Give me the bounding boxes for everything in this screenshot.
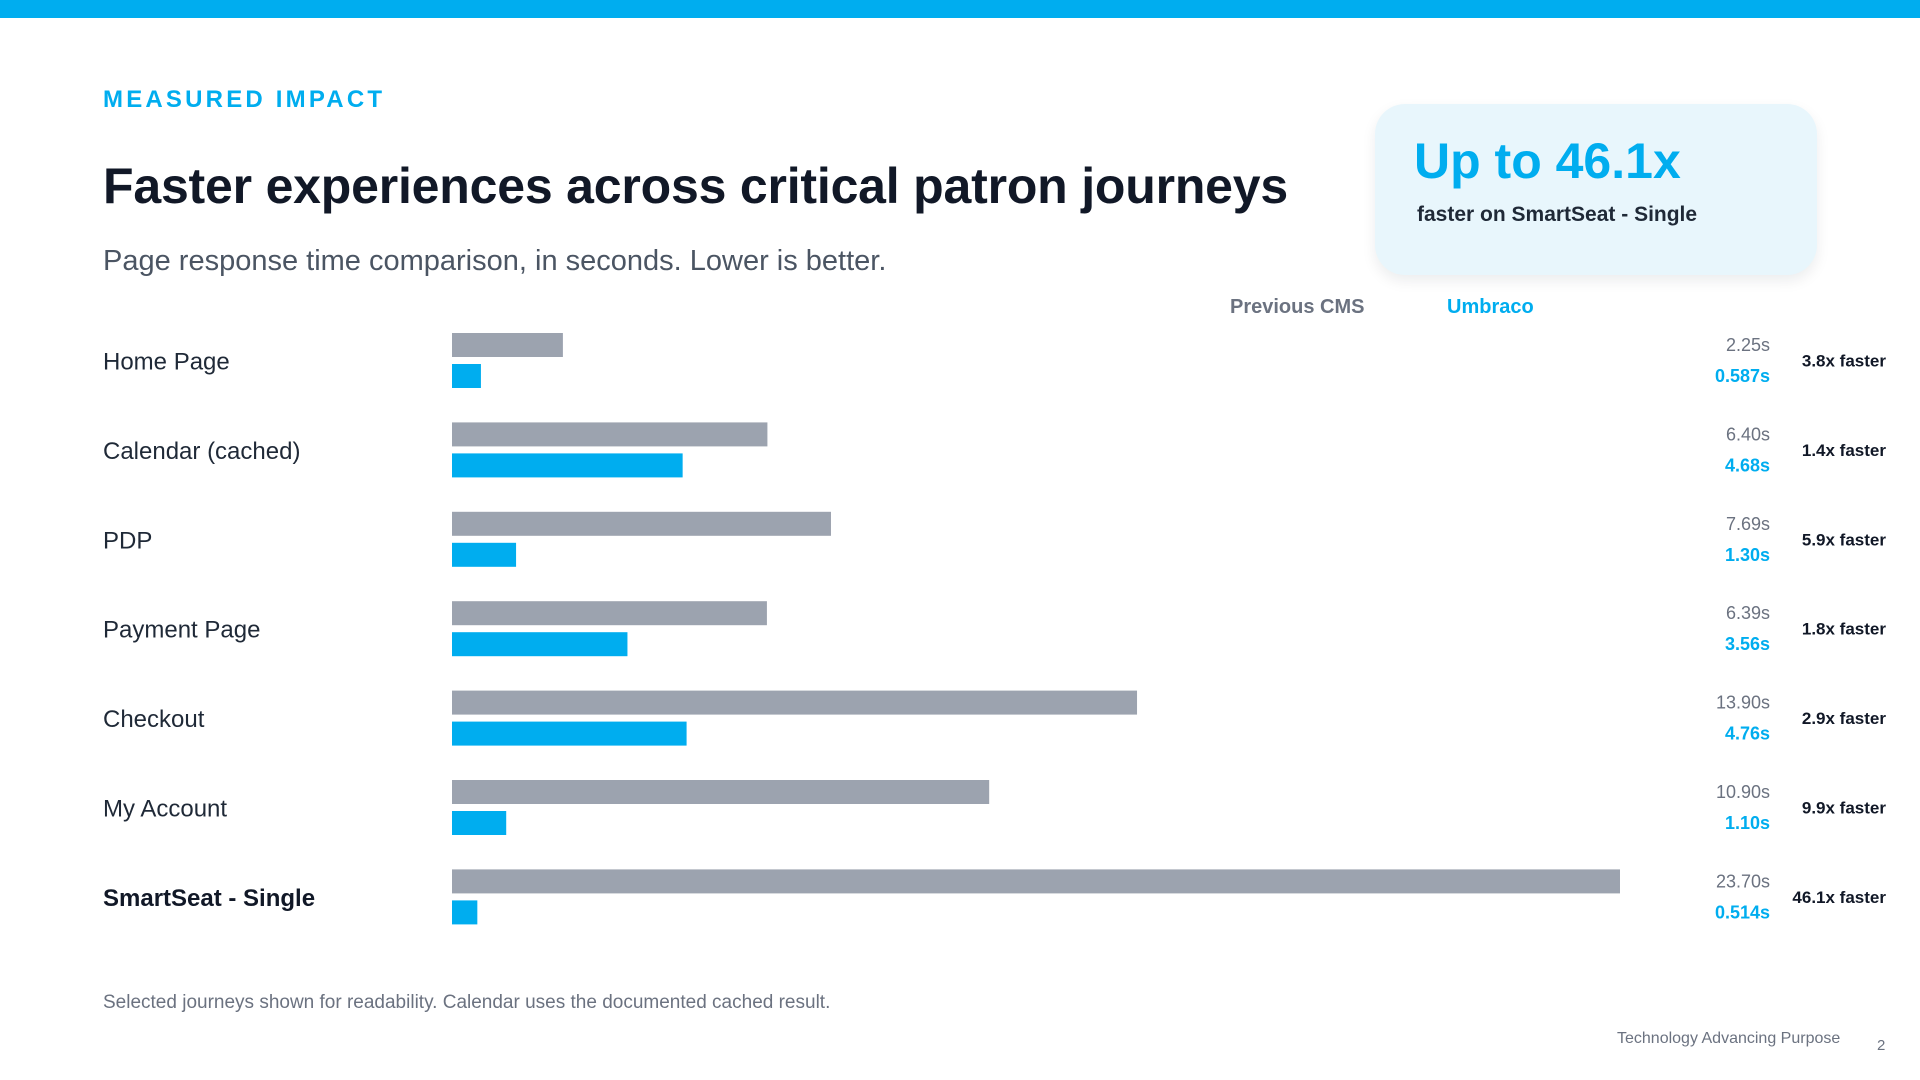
speedup-label-checkout: 2.9x faster: [1802, 709, 1886, 728]
umbraco-bar-smartseat-single: [452, 900, 478, 925]
umbraco-bar-payment-page: [452, 632, 628, 657]
speedup-label-home-page: 3.8x faster: [1802, 352, 1886, 371]
previous-cms-bar-checkout: [452, 690, 1138, 715]
chart-row-home-page: Home Page 2.25s 0.587s 3.8x faster: [103, 333, 1886, 388]
umbraco-value-checkout: 4.76s: [1725, 724, 1770, 744]
umbraco-value-my-account: 1.10s: [1725, 813, 1770, 833]
umbraco-bar-checkout: [452, 721, 687, 746]
previous-cms-bar-payment-page: [452, 601, 767, 626]
umbraco-bar-my-account: [452, 811, 507, 835]
callout-text: faster on SmartSeat - Single: [1417, 203, 1698, 226]
speedup-label-payment-page: 1.8x faster: [1802, 620, 1886, 639]
umbraco-value-smartseat-single: 0.514s: [1715, 902, 1770, 922]
speedup-label-my-account: 9.9x faster: [1802, 799, 1886, 818]
chart-subtitle: Page response time comparison, in second…: [103, 245, 887, 277]
speedup-label-calendar-cached: 1.4x faster: [1802, 441, 1886, 460]
legend-previous-cms: Previous CMS: [1230, 296, 1365, 318]
chart-row-payment-page: Payment Page 6.39s 3.56s 1.8x faster: [103, 601, 1886, 657]
chart-row-smartseat-single: SmartSeat - Single 23.70s 0.514s 46.1x fast…: [103, 869, 1886, 925]
speedup-label-pdp: 5.9x faster: [1802, 530, 1886, 549]
umbraco-bar-calendar-cached: [452, 453, 683, 478]
row-label-calendar-cached: Calendar (cached): [103, 438, 300, 465]
previous-cms-bar-home-page: [452, 333, 563, 357]
callout-headline: Up to 46.1x: [1414, 133, 1681, 189]
previous-cms-value-pdp: 7.69s: [1726, 514, 1770, 534]
footnote: Selected journeys shown for readability.…: [103, 992, 831, 1013]
previous-cms-value-checkout: 13.90s: [1716, 693, 1770, 713]
row-label-smartseat-single: SmartSeat - Single: [103, 885, 315, 912]
previous-cms-value-payment-page: 6.39s: [1726, 603, 1770, 623]
previous-cms-value-calendar-cached: 6.40s: [1726, 424, 1770, 444]
row-label-checkout: Checkout: [103, 706, 205, 733]
performance-callout: Up to 46.1x faster on SmartSeat - Single: [1375, 104, 1817, 275]
previous-cms-value-smartseat-single: 23.70s: [1716, 871, 1770, 891]
footer-tagline: Technology Advancing Purpose: [1617, 1030, 1841, 1047]
eyebrow-label: MEASURED IMPACT: [103, 86, 386, 113]
top-accent-bar: [0, 0, 1920, 18]
previous-cms-value-my-account: 10.90s: [1716, 782, 1770, 802]
chart-row-calendar-cached: Calendar (cached) 6.40s 4.68s 1.4x faster: [103, 422, 1886, 478]
slide-title: Faster experiences across critical patro…: [103, 158, 1288, 214]
umbraco-value-home-page: 0.587s: [1715, 366, 1770, 386]
previous-cms-bar-smartseat-single: [452, 869, 1620, 894]
row-label-payment-page: Payment Page: [103, 617, 260, 644]
legend-umbraco: Umbraco: [1447, 296, 1534, 318]
umbraco-value-pdp: 1.30s: [1725, 545, 1770, 565]
chart-row-my-account: My Account 10.90s 1.10s 9.9x faster: [103, 780, 1886, 835]
umbraco-bar-home-page: [452, 364, 481, 388]
row-label-my-account: My Account: [103, 796, 227, 823]
previous-cms-value-home-page: 2.25s: [1726, 335, 1770, 355]
row-label-pdp: PDP: [103, 527, 152, 554]
previous-cms-bar-calendar-cached: [452, 422, 768, 447]
chart-row-checkout: Checkout 13.90s 4.76s 2.9x faster: [103, 690, 1886, 746]
row-label-home-page: Home Page: [103, 349, 230, 376]
umbraco-value-payment-page: 3.56s: [1725, 634, 1770, 654]
speedup-label-smartseat-single: 46.1x faster: [1792, 888, 1886, 907]
umbraco-bar-pdp: [452, 542, 517, 567]
previous-cms-bar-pdp: [452, 511, 831, 536]
page-number: 2: [1877, 1037, 1886, 1054]
previous-cms-bar-my-account: [452, 780, 990, 804]
umbraco-value-calendar-cached: 4.68s: [1725, 455, 1770, 475]
chart-row-pdp: PDP 7.69s 1.30s 5.9x faster: [103, 511, 1886, 567]
